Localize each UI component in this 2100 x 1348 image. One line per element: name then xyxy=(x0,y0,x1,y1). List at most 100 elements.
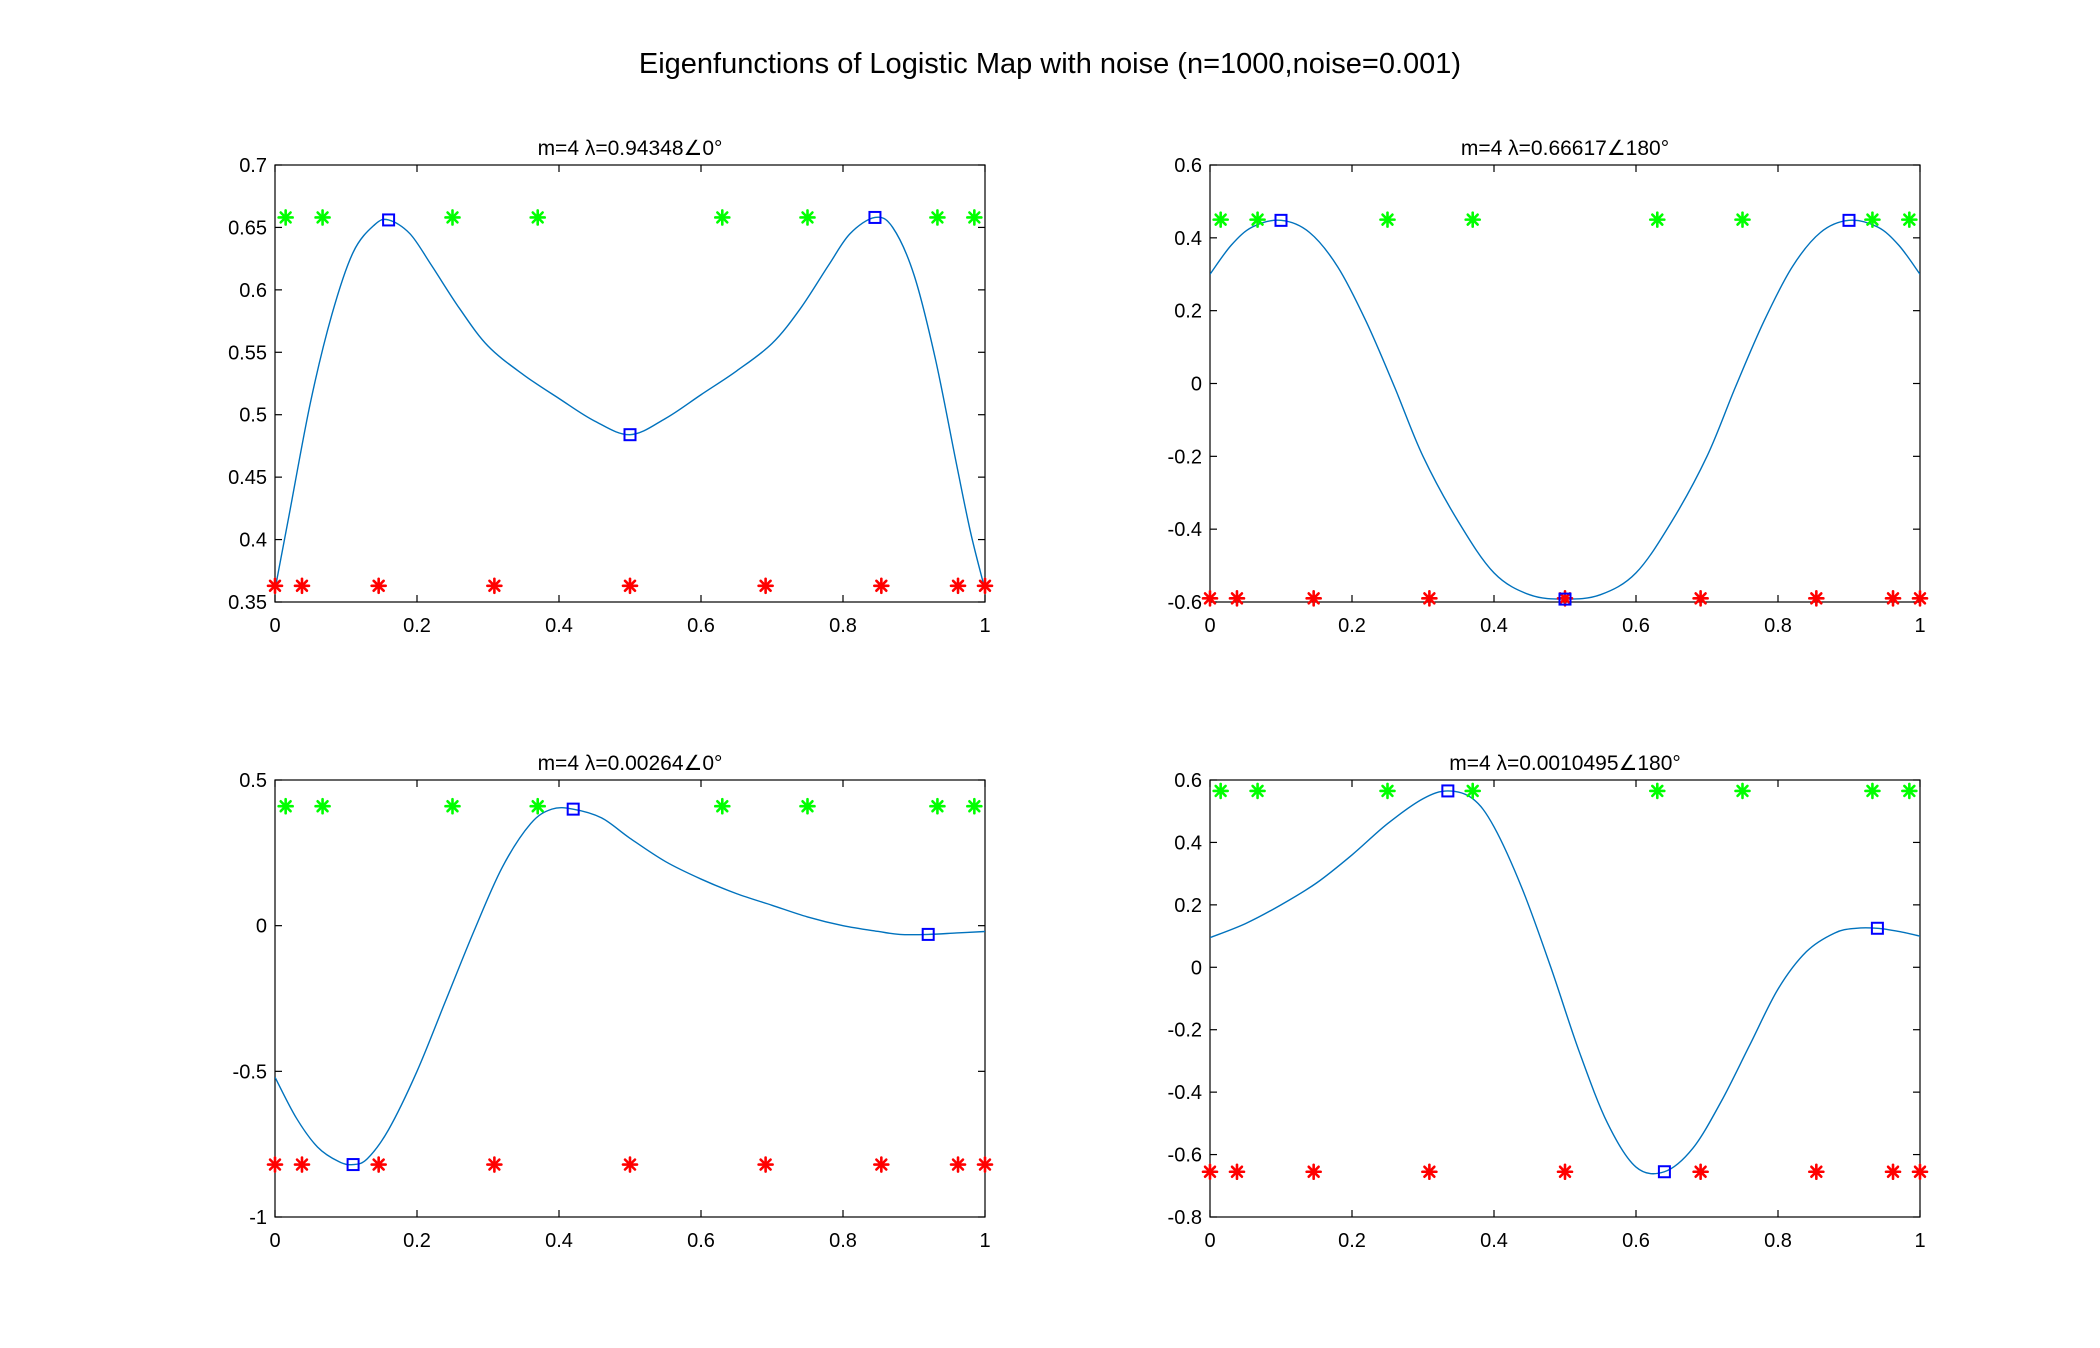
y-tick-label: 0 xyxy=(1191,374,1202,396)
y-tick-label: -0.5 xyxy=(233,1061,267,1083)
x-tick-label: 0.6 xyxy=(687,615,715,637)
green-star-marker xyxy=(1212,211,1229,228)
red-star-marker xyxy=(1228,590,1246,607)
subplot-4: 0 0.2 0.4 0.6 0.8 1 -0.8 -0.6 -0.4 -0.2 0 0.2 0.4 0.6… xyxy=(1168,752,1929,1252)
green-star-marker xyxy=(1464,211,1481,228)
red-star-marker xyxy=(873,1156,890,1173)
y-tick-label: 0.4 xyxy=(1174,832,1202,854)
red-star-marker xyxy=(1421,1163,1438,1181)
y-tick-label: 0.6 xyxy=(1174,770,1202,792)
green-star-marker xyxy=(1249,782,1266,800)
y-tick-label: 0 xyxy=(1191,957,1202,979)
green-star-marker xyxy=(713,209,731,226)
y-tick-label: 0.6 xyxy=(239,280,267,302)
extremum-square-marker xyxy=(1441,784,1455,798)
green-star-marker xyxy=(529,797,547,815)
red-star-marker xyxy=(266,1156,284,1173)
x-tick-label: 0.2 xyxy=(403,1230,431,1252)
y-tick-label: -0.4 xyxy=(1168,519,1202,541)
y-tick-label: -0.4 xyxy=(1168,1082,1202,1104)
x-tick-label: 0.8 xyxy=(1764,615,1792,637)
green-star-marker xyxy=(966,797,983,815)
green-star-marker xyxy=(1464,782,1481,800)
green-star-marker xyxy=(1649,211,1666,228)
axes-box xyxy=(274,779,986,1218)
x-tick-label: 0.2 xyxy=(1338,1230,1366,1252)
green-star-marker xyxy=(1734,782,1751,800)
red-star-marker xyxy=(949,577,967,595)
green-star-marker xyxy=(1379,782,1396,800)
red-star-marker xyxy=(1692,590,1709,607)
green-star-marker xyxy=(1649,782,1666,800)
green-star-marker xyxy=(1864,782,1881,800)
eigenfunction-curve xyxy=(275,216,985,590)
x-tick-label: 0.4 xyxy=(1480,615,1508,637)
green-star-marker xyxy=(1379,211,1396,228)
x-tick-label: 0.4 xyxy=(545,615,573,637)
y-tick-label: -0.6 xyxy=(1168,592,1202,614)
green-star-marker xyxy=(1249,211,1266,228)
y-tick-label: -0.2 xyxy=(1168,1020,1202,1042)
y-tick-label: -0.2 xyxy=(1168,446,1202,468)
y-tick-label: 0.2 xyxy=(1174,301,1202,323)
red-star-marker xyxy=(486,577,503,595)
red-star-marker xyxy=(621,577,639,595)
extremum-square-marker xyxy=(868,210,882,224)
subplot-title: m=4 λ=0.66617∠180° xyxy=(1461,137,1669,160)
extremum-square-marker xyxy=(346,1158,360,1172)
x-tick-label: 0.2 xyxy=(403,615,431,637)
x-tick-label: 1 xyxy=(1914,1230,1925,1252)
red-star-marker xyxy=(621,1156,639,1173)
red-star-marker xyxy=(976,577,994,595)
red-star-marker xyxy=(976,1156,994,1173)
axes-box xyxy=(1209,164,1921,603)
green-star-marker xyxy=(799,209,816,226)
extremum-square-marker xyxy=(921,927,935,941)
red-star-marker xyxy=(1556,1163,1574,1181)
x-tick-label: 0.4 xyxy=(545,1230,573,1252)
y-tick-label: 0.55 xyxy=(228,342,267,364)
x-tick-label: 0.8 xyxy=(1764,1230,1792,1252)
x-tick-label: 0.8 xyxy=(829,1230,857,1252)
green-star-marker xyxy=(966,209,983,226)
green-star-marker xyxy=(277,797,294,815)
green-star-marker xyxy=(444,209,461,226)
green-star-marker xyxy=(314,797,331,815)
extremum-square-marker xyxy=(1842,213,1856,227)
y-tick-label: -0.6 xyxy=(1168,1145,1202,1167)
x-tick-label: 0.6 xyxy=(687,1230,715,1252)
axes-box xyxy=(1209,779,1921,1218)
x-tick-label: 0.6 xyxy=(1622,615,1650,637)
y-tick-label: 0.4 xyxy=(1174,228,1202,250)
y-tick-label: 0.65 xyxy=(228,217,267,239)
subplot-3: 0 0.2 0.4 0.6 0.8 1 -1 -0.5 0 0.5 m=4 λ=0.00264∠0° xyxy=(233,752,994,1252)
y-tick-label: -0.8 xyxy=(1168,1207,1202,1229)
x-tick-label: 0 xyxy=(1204,1230,1215,1252)
y-tick-label: 0.4 xyxy=(239,530,267,552)
y-tick-label: 0.6 xyxy=(1174,155,1202,177)
red-star-marker xyxy=(1305,1163,1322,1181)
green-star-marker xyxy=(529,209,547,226)
green-star-marker xyxy=(929,209,946,226)
extremum-square-marker xyxy=(1274,213,1288,227)
x-tick-label: 0.4 xyxy=(1480,1230,1508,1252)
extremum-square-marker xyxy=(1870,921,1884,935)
figure-title: Eigenfunctions of Logistic Map with nois… xyxy=(638,48,1462,80)
red-star-marker xyxy=(486,1156,503,1173)
green-star-marker xyxy=(799,797,816,815)
extremum-square-marker xyxy=(1657,1165,1671,1179)
x-tick-label: 0 xyxy=(269,1230,280,1252)
green-star-marker xyxy=(929,797,946,815)
x-tick-label: 1 xyxy=(1914,615,1925,637)
axes-box xyxy=(274,164,986,603)
y-tick-label: 0.5 xyxy=(239,405,267,427)
red-star-marker xyxy=(1201,1163,1219,1181)
green-star-marker xyxy=(1864,211,1881,228)
y-tick-label: 0.5 xyxy=(239,770,267,792)
red-star-marker xyxy=(370,1156,387,1173)
green-star-marker xyxy=(1212,782,1229,800)
green-star-marker xyxy=(1901,211,1918,228)
x-tick-label: 0 xyxy=(269,615,280,637)
